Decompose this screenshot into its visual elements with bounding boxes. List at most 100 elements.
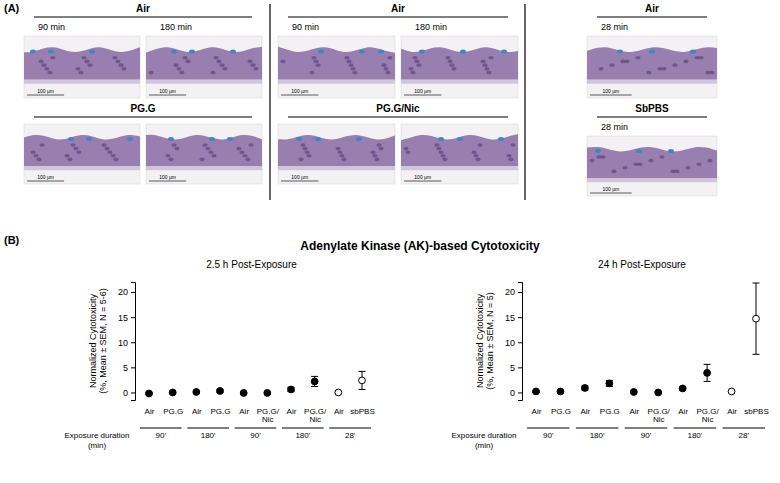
- x-tick: Air: [145, 407, 155, 416]
- nucleus: [372, 154, 377, 158]
- nucleus: [250, 63, 255, 67]
- y-tick-mark: [518, 317, 522, 318]
- header-line: [288, 16, 508, 17]
- histology-image: 100 µm: [146, 124, 262, 184]
- nucleus: [219, 63, 224, 67]
- nucleus: [210, 71, 215, 75]
- scale-label: 100 µm: [37, 88, 54, 94]
- chart-title: 24 h Post-Exposure: [598, 259, 686, 270]
- plot-area: [533, 283, 760, 396]
- nucleus: [376, 143, 381, 147]
- nucleus: [482, 63, 487, 67]
- time-label: 180 min: [160, 22, 192, 32]
- nucleus: [121, 67, 126, 71]
- membrane: [24, 166, 140, 170]
- image-background: [24, 36, 140, 98]
- nucleus: [248, 143, 253, 147]
- nucleus: [222, 67, 227, 71]
- nucleus: [315, 63, 320, 67]
- row-label: Air: [391, 3, 405, 14]
- x-tick: PG.G: [600, 407, 620, 416]
- nucleus: [339, 154, 344, 158]
- x-tick-label: PG.G/Nic: [648, 407, 671, 424]
- data-point: [193, 389, 200, 396]
- figure: (A)(B)Adenylate Kinase (AK)-based Cytoto…: [0, 0, 780, 483]
- membrane: [401, 166, 518, 170]
- x-tick-label: PG.G/Nic: [257, 407, 280, 424]
- mucus: [318, 50, 324, 54]
- nucleus: [70, 143, 75, 147]
- group-line: [674, 428, 716, 429]
- x-tick: Air: [334, 407, 344, 416]
- tissue: [278, 47, 395, 80]
- nucleus: [370, 150, 375, 154]
- y-tick: 20: [118, 287, 135, 297]
- nucleus: [385, 71, 390, 75]
- data-point: [630, 389, 637, 396]
- error-cap: [359, 389, 366, 390]
- panel-label: (A): [4, 2, 20, 14]
- y-tick-label: 5: [510, 363, 515, 373]
- nucleus: [508, 158, 513, 162]
- mucus: [189, 50, 195, 54]
- x-tick: Air: [678, 407, 688, 416]
- mucus: [438, 137, 444, 141]
- y-tick-label: 20: [505, 287, 515, 297]
- scale-label: 100 µm: [414, 174, 431, 180]
- tissue: [24, 135, 140, 166]
- scale-label: 100 µm: [291, 174, 308, 180]
- y-tick: 0: [510, 388, 522, 398]
- nucleus: [648, 159, 653, 163]
- nucleus: [451, 67, 456, 71]
- nucleus: [245, 158, 250, 162]
- nucleus: [176, 67, 181, 71]
- data-point: [679, 385, 686, 392]
- time-label: 28 min: [601, 122, 628, 132]
- nucleus: [383, 67, 388, 71]
- y-axis-label-line: Normalized Cytotoxicity: [475, 293, 485, 388]
- scale-bar: [590, 193, 632, 194]
- nucleus: [600, 155, 605, 159]
- group-label: 90': [250, 431, 261, 440]
- nucleus: [335, 147, 340, 151]
- time-label: 180 min: [415, 22, 447, 32]
- x-tick-label: Air: [629, 407, 639, 416]
- y-tick-mark: [131, 342, 135, 343]
- error-cap: [704, 364, 711, 365]
- chart-title: 2.5 h Post-Exposure: [206, 259, 297, 270]
- nucleus: [75, 67, 80, 71]
- row-label: PG.G: [130, 103, 155, 114]
- error-cap: [311, 386, 318, 387]
- x-tick-label: Air: [727, 407, 737, 416]
- plot-area: [146, 371, 366, 396]
- scale-bar: [149, 181, 186, 182]
- scale-bar: [27, 181, 64, 182]
- nucleus: [674, 170, 679, 174]
- tissue: [146, 135, 262, 166]
- nucleus: [73, 147, 78, 151]
- x-tick: Air: [580, 407, 590, 416]
- nucleus: [112, 56, 117, 60]
- y-tick: 20: [505, 287, 522, 297]
- nucleus: [447, 60, 452, 64]
- header-line: [34, 116, 252, 117]
- header-line: [597, 116, 707, 117]
- y-tick: 5: [123, 363, 135, 373]
- nucleus: [609, 63, 614, 67]
- nucleus: [84, 60, 89, 64]
- nucleus: [685, 166, 690, 170]
- tissue: [146, 47, 262, 80]
- nucleus: [374, 158, 379, 162]
- nucleus: [486, 71, 491, 75]
- row-label: PG.G/Nic: [376, 103, 420, 114]
- data-point: [335, 389, 342, 396]
- row-label: SbPBS: [635, 103, 669, 114]
- group-axis-label: (min): [475, 441, 494, 450]
- nucleus: [165, 154, 170, 158]
- mucus: [498, 137, 504, 141]
- x-tick: Air: [629, 407, 639, 416]
- nucleus: [36, 158, 41, 162]
- nucleus: [442, 158, 447, 162]
- group-line: [140, 428, 182, 429]
- image-background: [146, 124, 262, 184]
